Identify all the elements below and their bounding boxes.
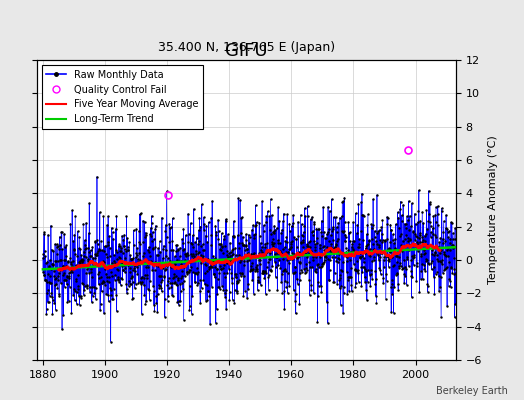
Text: Berkeley Earth: Berkeley Earth xyxy=(436,386,508,396)
Text: 35.400 N, 136.765 E (Japan): 35.400 N, 136.765 E (Japan) xyxy=(158,41,335,54)
Title: GIFU: GIFU xyxy=(225,42,268,60)
Legend: Raw Monthly Data, Quality Control Fail, Five Year Moving Average, Long-Term Tren: Raw Monthly Data, Quality Control Fail, … xyxy=(41,65,203,129)
Y-axis label: Temperature Anomaly (°C): Temperature Anomaly (°C) xyxy=(488,136,498,284)
